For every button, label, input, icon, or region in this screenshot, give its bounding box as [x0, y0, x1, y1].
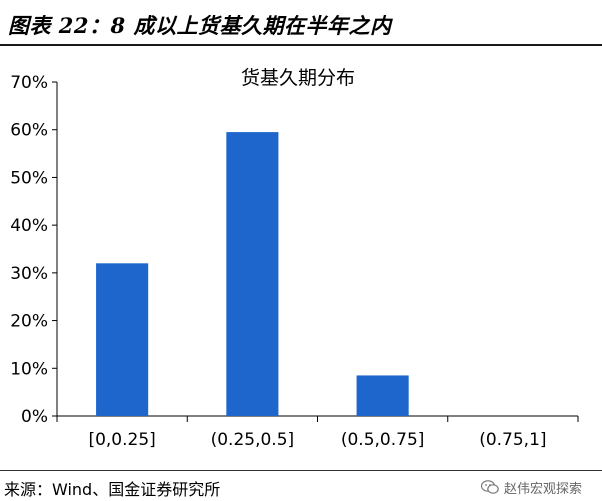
chart-title: 货基久期分布	[241, 67, 355, 89]
wechat-icon	[480, 480, 499, 494]
y-tick-label: 10%	[10, 359, 48, 379]
watermark: 赵伟宏观探索	[480, 478, 582, 497]
bar	[96, 263, 149, 416]
x-tick-label: (0.25,0.5]	[211, 430, 295, 450]
y-tick-label: 20%	[10, 312, 48, 332]
y-tick-label: 0%	[21, 407, 48, 427]
x-tick-label: (0.5,0.75]	[341, 430, 425, 450]
y-tick-label: 30%	[10, 264, 48, 284]
bar-chart: 货基久期分布 0% 10% 20% 30% 40% 50% 60% 70% [0,0.25] (…	[10, 67, 579, 450]
y-tick-label: 70%	[10, 73, 48, 93]
y-tick-label: 50%	[10, 168, 48, 188]
bars	[96, 132, 409, 416]
bar	[226, 132, 279, 416]
figure-title: 图表 22：8 成以上货基久期在半年之内	[8, 13, 392, 38]
title-divider	[0, 44, 602, 46]
x-tick-label: [0,0.25]	[88, 430, 155, 450]
y-axis: 0% 10% 20% 30% 40% 50% 60% 70%	[10, 73, 58, 427]
source-note: 来源：Wind、国金证券研究所	[4, 480, 221, 499]
bar	[356, 375, 409, 416]
watermark-text: 赵伟宏观探索	[503, 482, 582, 497]
x-axis: [0,0.25] (0.25,0.5] (0.5,0.75] (0.75,1]	[56, 415, 579, 450]
y-tick-label: 60%	[10, 121, 48, 141]
x-tick-label: (0.75,1]	[479, 430, 546, 450]
footer-divider	[0, 470, 602, 471]
y-tick-label: 40%	[10, 216, 48, 236]
